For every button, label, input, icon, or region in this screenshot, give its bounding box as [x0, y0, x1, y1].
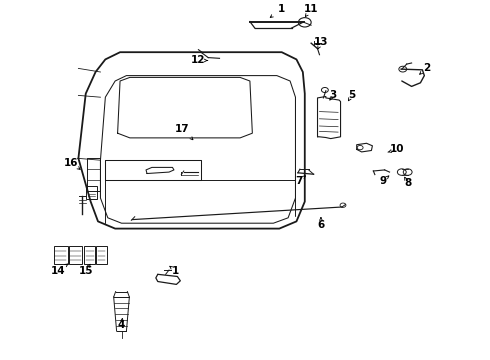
Text: 1: 1	[172, 266, 179, 276]
Text: 12: 12	[191, 55, 206, 66]
Text: 16: 16	[64, 158, 78, 168]
Text: 4: 4	[118, 320, 125, 330]
Text: 2: 2	[423, 63, 430, 73]
Bar	[84, 246, 95, 264]
Text: 1: 1	[278, 4, 285, 14]
Text: 8: 8	[404, 178, 411, 188]
Text: 10: 10	[390, 144, 404, 154]
Text: 11: 11	[304, 4, 318, 14]
Text: 15: 15	[78, 266, 93, 276]
Text: 7: 7	[295, 176, 303, 186]
Text: 13: 13	[314, 37, 328, 48]
Text: 9: 9	[380, 176, 387, 186]
Bar	[96, 246, 107, 264]
Text: 14: 14	[50, 266, 65, 276]
Text: 6: 6	[318, 220, 324, 230]
Text: 3: 3	[330, 90, 337, 100]
Bar	[86, 186, 97, 199]
Bar	[54, 246, 68, 264]
Text: 17: 17	[175, 124, 190, 134]
Text: 5: 5	[348, 90, 355, 100]
Bar	[69, 246, 82, 264]
